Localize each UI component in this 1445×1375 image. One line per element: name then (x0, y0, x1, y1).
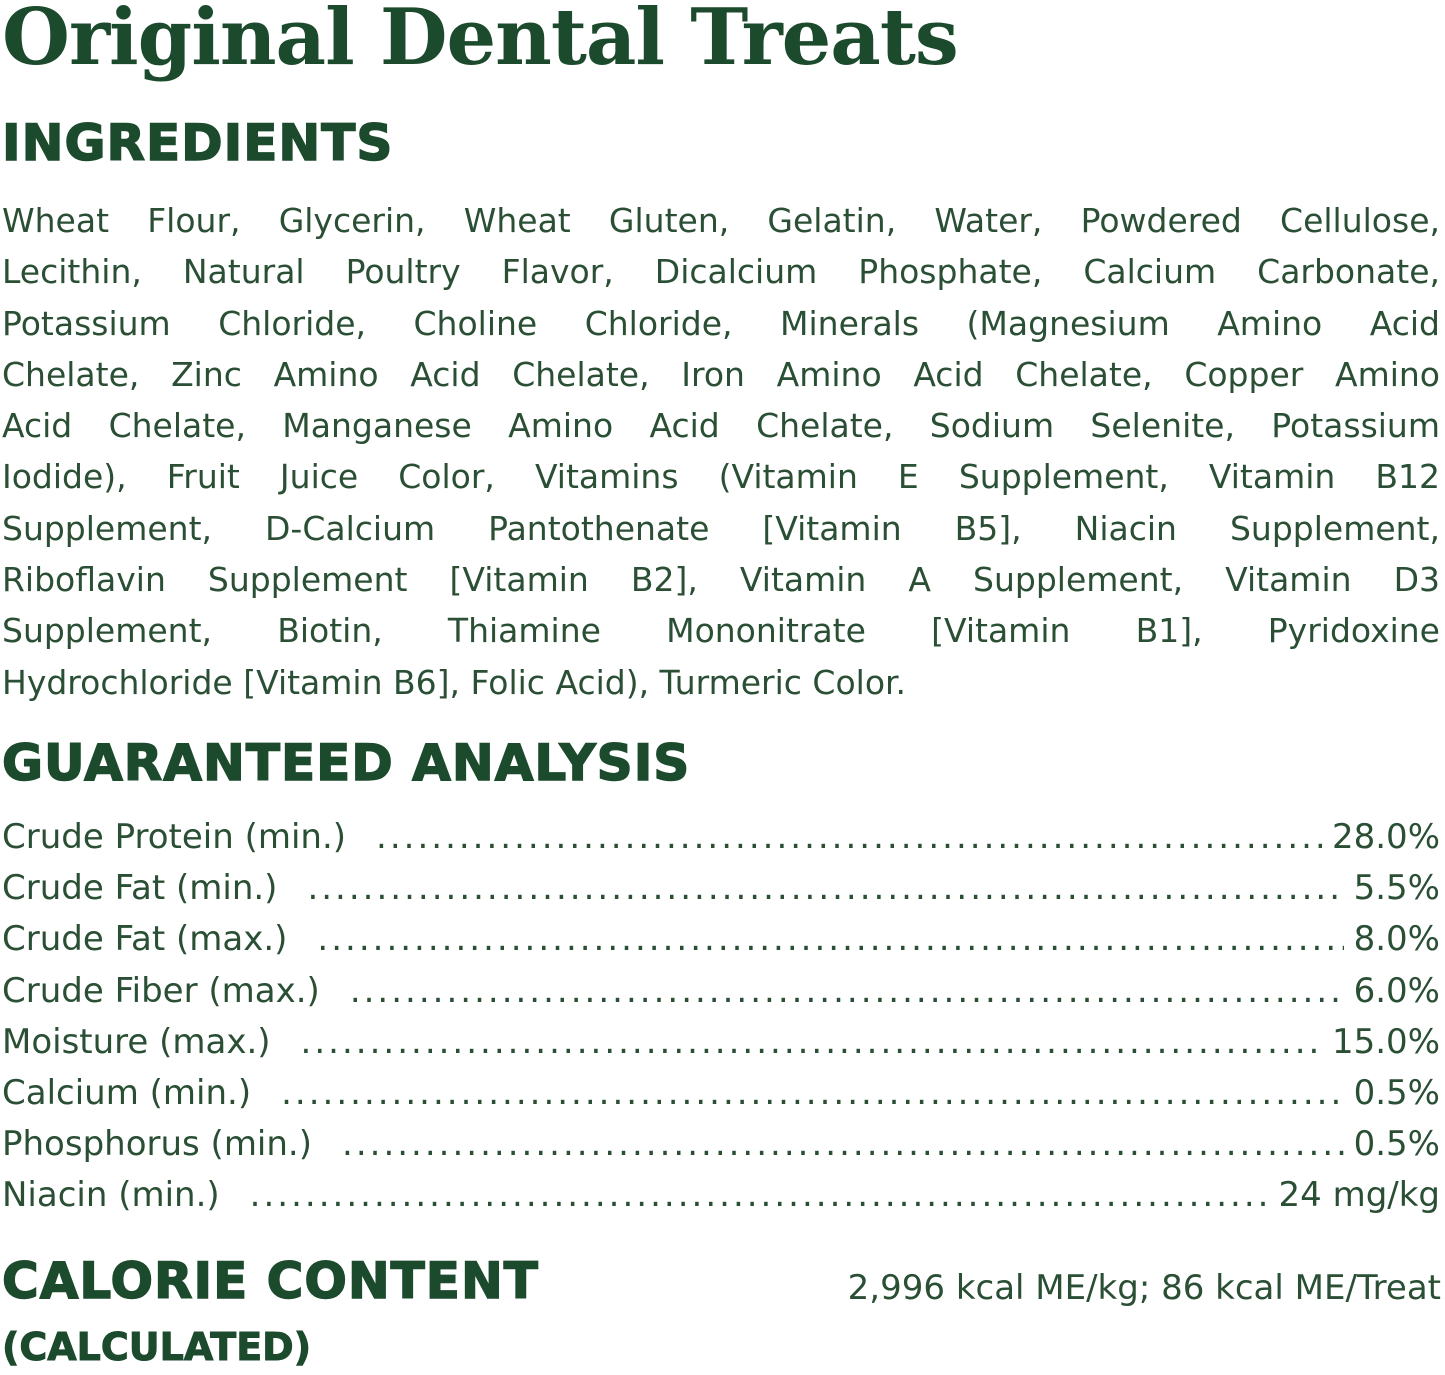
dot-leader (250, 1170, 1269, 1221)
calorie-subheading: (CALCULATED) (1, 1325, 312, 1370)
analysis-row: Crude Fat (max.) 8.0% (2, 914, 1440, 965)
dot-leader (376, 812, 1322, 863)
calorie-value: 2,996 kcal ME/kg; 86 kcal ME/Treat (847, 1268, 1441, 1308)
analysis-value: 28.0% (1331, 817, 1440, 857)
analysis-label: Crude Fat (max.) (2, 919, 288, 960)
ingredients-text: Wheat Flour, Glycerin, Wheat Gluten, Gel… (2, 195, 1440, 708)
analysis-label: Crude Fat (min.) (2, 868, 278, 909)
dot-leader (317, 914, 1343, 965)
analysis-value: 8.0% (1353, 919, 1440, 960)
dot-leader (301, 1017, 1322, 1068)
ingredients-line: Potassium Chloride, Choline Chloride, Mi… (2, 303, 1440, 343)
analysis-row: Crude Protein (min.) 28.0% (2, 812, 1440, 863)
ingredients-line: Acid Chelate, Manganese Amino Acid Chela… (2, 406, 1440, 446)
analysis-label: Niacin (min.) (2, 1175, 220, 1216)
dot-leader (307, 863, 1343, 914)
ingredients-line: Supplement, Biotin, Thiamine Mononitrate… (2, 611, 1440, 651)
dot-leader (350, 966, 1344, 1017)
analysis-label: Calcium (min.) (2, 1072, 252, 1113)
ingredients-line: Supplement, D-Calcium Pantothenate [Vita… (2, 508, 1440, 548)
analysis-label: Phosphorus (min.) (2, 1124, 313, 1165)
analysis-value: 5.5% (1353, 868, 1440, 909)
analysis-row: Moisture (max.) 15.0% (2, 1017, 1440, 1068)
dot-leader (342, 1119, 1344, 1170)
analysis-value: 6.0% (1353, 970, 1440, 1011)
analysis-row: Crude Fat (min.) 5.5% (2, 863, 1440, 914)
analysis-heading: GUARANTEED ANALYSIS (1, 733, 691, 793)
analysis-row: Calcium (min.) 0.5% (2, 1068, 1440, 1119)
analysis-value: 15.0% (1331, 1021, 1440, 1062)
analysis-row: Crude Fiber (max.) 6.0% (2, 966, 1440, 1017)
analysis-table: Crude Protein (min.) 28.0% Crude Fat (min… (2, 812, 1440, 1222)
calorie-heading: CALORIE CONTENT (1, 1251, 539, 1311)
ingredients-heading: INGREDIENTS (1, 113, 394, 173)
ingredients-line: Lecithin, Natural Poultry Flavor, Dicalc… (2, 252, 1440, 292)
analysis-value: 0.5% (1353, 1072, 1440, 1113)
ingredients-line: Wheat Flour, Glycerin, Wheat Gluten, Gel… (2, 201, 1440, 240)
dot-leader (281, 1068, 1344, 1119)
ingredients-line: Riboflavin Supplement [Vitamin B2], Vita… (2, 560, 1440, 600)
analysis-label: Crude Fiber (max.) (2, 970, 320, 1011)
analysis-row: Phosphorus (min.) 0.5% (2, 1119, 1440, 1170)
analysis-value: 0.5% (1353, 1124, 1440, 1165)
analysis-row: Niacin (min.) 24 mg/kg (2, 1170, 1440, 1221)
page-title: Original Dental Treats (2, 0, 959, 83)
ingredients-line: Chelate, Zinc Amino Acid Chelate, Iron A… (2, 354, 1440, 394)
ingredients-line: Iodide), Fruit Juice Color, Vitamins (Vi… (2, 457, 1440, 497)
analysis-label: Crude Protein (min.) (2, 817, 347, 857)
analysis-value: 24 mg/kg (1278, 1175, 1441, 1216)
analysis-label: Moisture (max.) (2, 1021, 271, 1062)
ingredients-line: Hydrochloride [Vitamin B6], Folic Acid),… (2, 662, 907, 702)
